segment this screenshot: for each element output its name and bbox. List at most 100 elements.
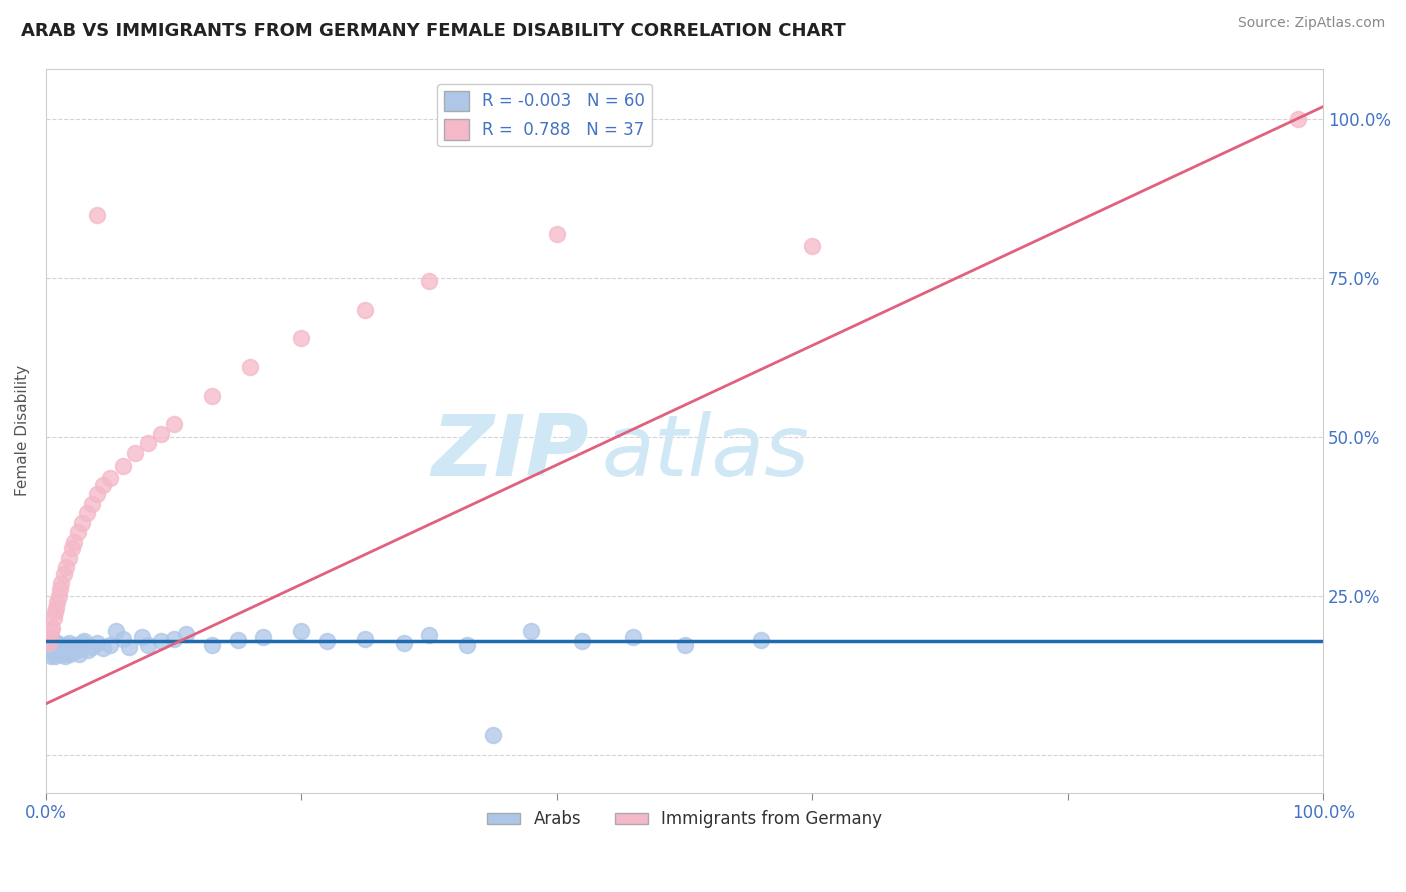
Point [163,632,186,646]
Point [55,560,77,574]
Point [93,477,115,491]
Point [86,208,108,222]
Point [520,624,543,638]
Point [49,642,72,657]
Point [290,624,312,638]
Point [67,647,90,661]
Point [239,360,262,375]
Point [98,638,121,652]
Point [86,487,108,501]
Point [149,634,172,648]
Point [45,647,67,661]
Point [131,630,153,644]
Point [163,417,186,432]
Point [38,636,60,650]
Point [98,471,121,485]
Point [39,640,62,654]
Point [46,636,69,650]
Point [42,634,65,648]
Point [55,638,77,652]
Point [39,649,62,664]
Point [482,729,505,743]
Point [623,630,645,644]
Point [38,633,60,648]
Point [801,239,824,253]
Point [58,636,80,650]
Point [418,274,440,288]
Point [46,645,69,659]
Point [38,630,60,644]
Point [392,636,415,650]
Point [77,642,100,657]
Point [60,541,83,555]
Point [76,506,98,520]
Point [70,636,93,650]
Point [136,638,159,652]
Point [52,647,75,661]
Point [49,582,72,597]
Point [149,426,172,441]
Point [80,497,103,511]
Point [52,566,75,581]
Point [70,516,93,530]
Point [48,638,70,652]
Point [56,645,79,659]
Point [673,638,696,652]
Point [86,636,108,650]
Point [176,627,198,641]
Point [38,636,60,650]
Point [51,640,73,654]
Point [290,331,312,345]
Text: ZIP: ZIP [432,411,589,494]
Point [45,601,67,615]
Point [45,640,67,654]
Point [42,611,65,625]
Point [136,436,159,450]
Point [80,640,103,654]
Point [53,649,76,664]
Point [546,227,568,241]
Point [124,446,146,460]
Legend: Arabs, Immigrants from Germany: Arabs, Immigrants from Germany [481,804,889,835]
Point [46,595,69,609]
Point [38,642,60,657]
Point [456,638,478,652]
Point [105,624,128,638]
Point [42,646,65,660]
Point [59,647,82,661]
Point [41,638,63,652]
Point [354,632,377,646]
Point [66,525,89,540]
Point [571,634,593,648]
Point [41,620,63,634]
Point [749,633,772,648]
Point [44,605,66,619]
Point [44,649,66,664]
Point [418,628,440,642]
Point [316,634,339,648]
Point [201,638,224,652]
Point [354,302,377,317]
Point [58,550,80,565]
Point [48,640,70,655]
Point [39,624,62,638]
Point [63,534,86,549]
Point [65,642,87,657]
Point [44,642,66,657]
Point [93,640,115,655]
Point [226,633,249,648]
Point [51,576,73,591]
Point [73,634,96,648]
Point [48,589,70,603]
Point [252,630,274,644]
Point [201,389,224,403]
Point [63,638,86,652]
Point [60,640,83,655]
Point [1286,112,1309,127]
Point [52,640,75,655]
Point [118,640,141,654]
Y-axis label: Female Disability: Female Disability [15,365,30,496]
Point [41,640,63,655]
Text: atlas: atlas [602,411,810,494]
Text: ARAB VS IMMIGRANTS FROM GERMANY FEMALE DISABILITY CORRELATION CHART: ARAB VS IMMIGRANTS FROM GERMANY FEMALE D… [21,22,846,40]
